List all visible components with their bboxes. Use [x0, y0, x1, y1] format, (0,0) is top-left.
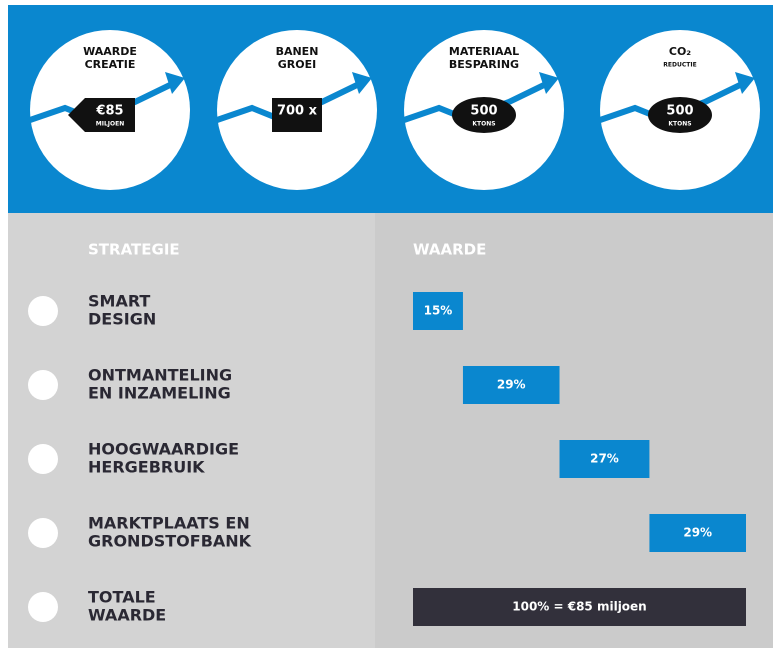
category-label: TOTALE — [88, 588, 156, 607]
icon — [272, 98, 322, 132]
icon — [68, 98, 135, 132]
total-bar — [413, 588, 746, 626]
strategy-panel — [8, 213, 375, 648]
header-title: REDUCTIE — [663, 62, 696, 69]
column-header: STRATEGIE — [88, 241, 180, 259]
arrow-head — [735, 72, 755, 94]
header-figure: 500 — [470, 104, 497, 119]
total-label: 100% = €85 miljoen — [512, 600, 646, 614]
icon — [452, 97, 516, 133]
category-label: HOOGWAARDIGE — [88, 440, 239, 459]
row-icon — [28, 592, 58, 622]
icon — [648, 97, 712, 133]
bar — [462, 366, 560, 404]
header-figure: 700 x — [277, 104, 318, 119]
header-title: GROEI — [278, 58, 316, 71]
category-label: GRONDSTOFBANK — [88, 532, 252, 551]
column-header: WAARDE — [413, 241, 486, 259]
header-title: WAARDE — [83, 45, 137, 58]
row-icon — [28, 444, 58, 474]
header-title: MATERIAAL — [449, 45, 519, 58]
row-icon — [28, 370, 58, 400]
arrow-head — [539, 72, 559, 94]
row-icon — [28, 296, 58, 326]
header-unit: KTONS — [668, 121, 691, 128]
arrow-head — [352, 72, 372, 94]
header-title: CO₂ — [669, 45, 691, 58]
header-title: BANEN — [276, 45, 319, 58]
header-title: CREATIE — [85, 58, 136, 71]
header-unit: KTONS — [472, 121, 495, 128]
value-panel — [375, 213, 773, 648]
category-label: SMART — [88, 292, 150, 311]
category-label: ONTMANTELING — [88, 366, 232, 385]
category-label: MARKTPLAATS EN — [88, 514, 250, 533]
bar — [559, 440, 650, 478]
bar — [413, 292, 463, 330]
category-label: EN INZAMELING — [88, 384, 231, 403]
category-label: HERGEBRUIK — [88, 458, 205, 477]
bar — [649, 514, 746, 552]
row-icon — [28, 518, 58, 548]
header-title: BESPARING — [449, 58, 519, 71]
category-label: WAARDE — [88, 606, 166, 625]
value-label: 15% — [424, 304, 453, 318]
header-unit: MILJOEN — [96, 121, 124, 128]
arrow-head — [165, 72, 185, 94]
category-label: DESIGN — [88, 310, 156, 329]
header-figure: €85 — [95, 104, 123, 119]
value-label: 29% — [497, 378, 526, 392]
header-figure: 500 — [666, 104, 693, 119]
value-label: 27% — [590, 452, 619, 466]
value-label: 29% — [683, 526, 712, 540]
